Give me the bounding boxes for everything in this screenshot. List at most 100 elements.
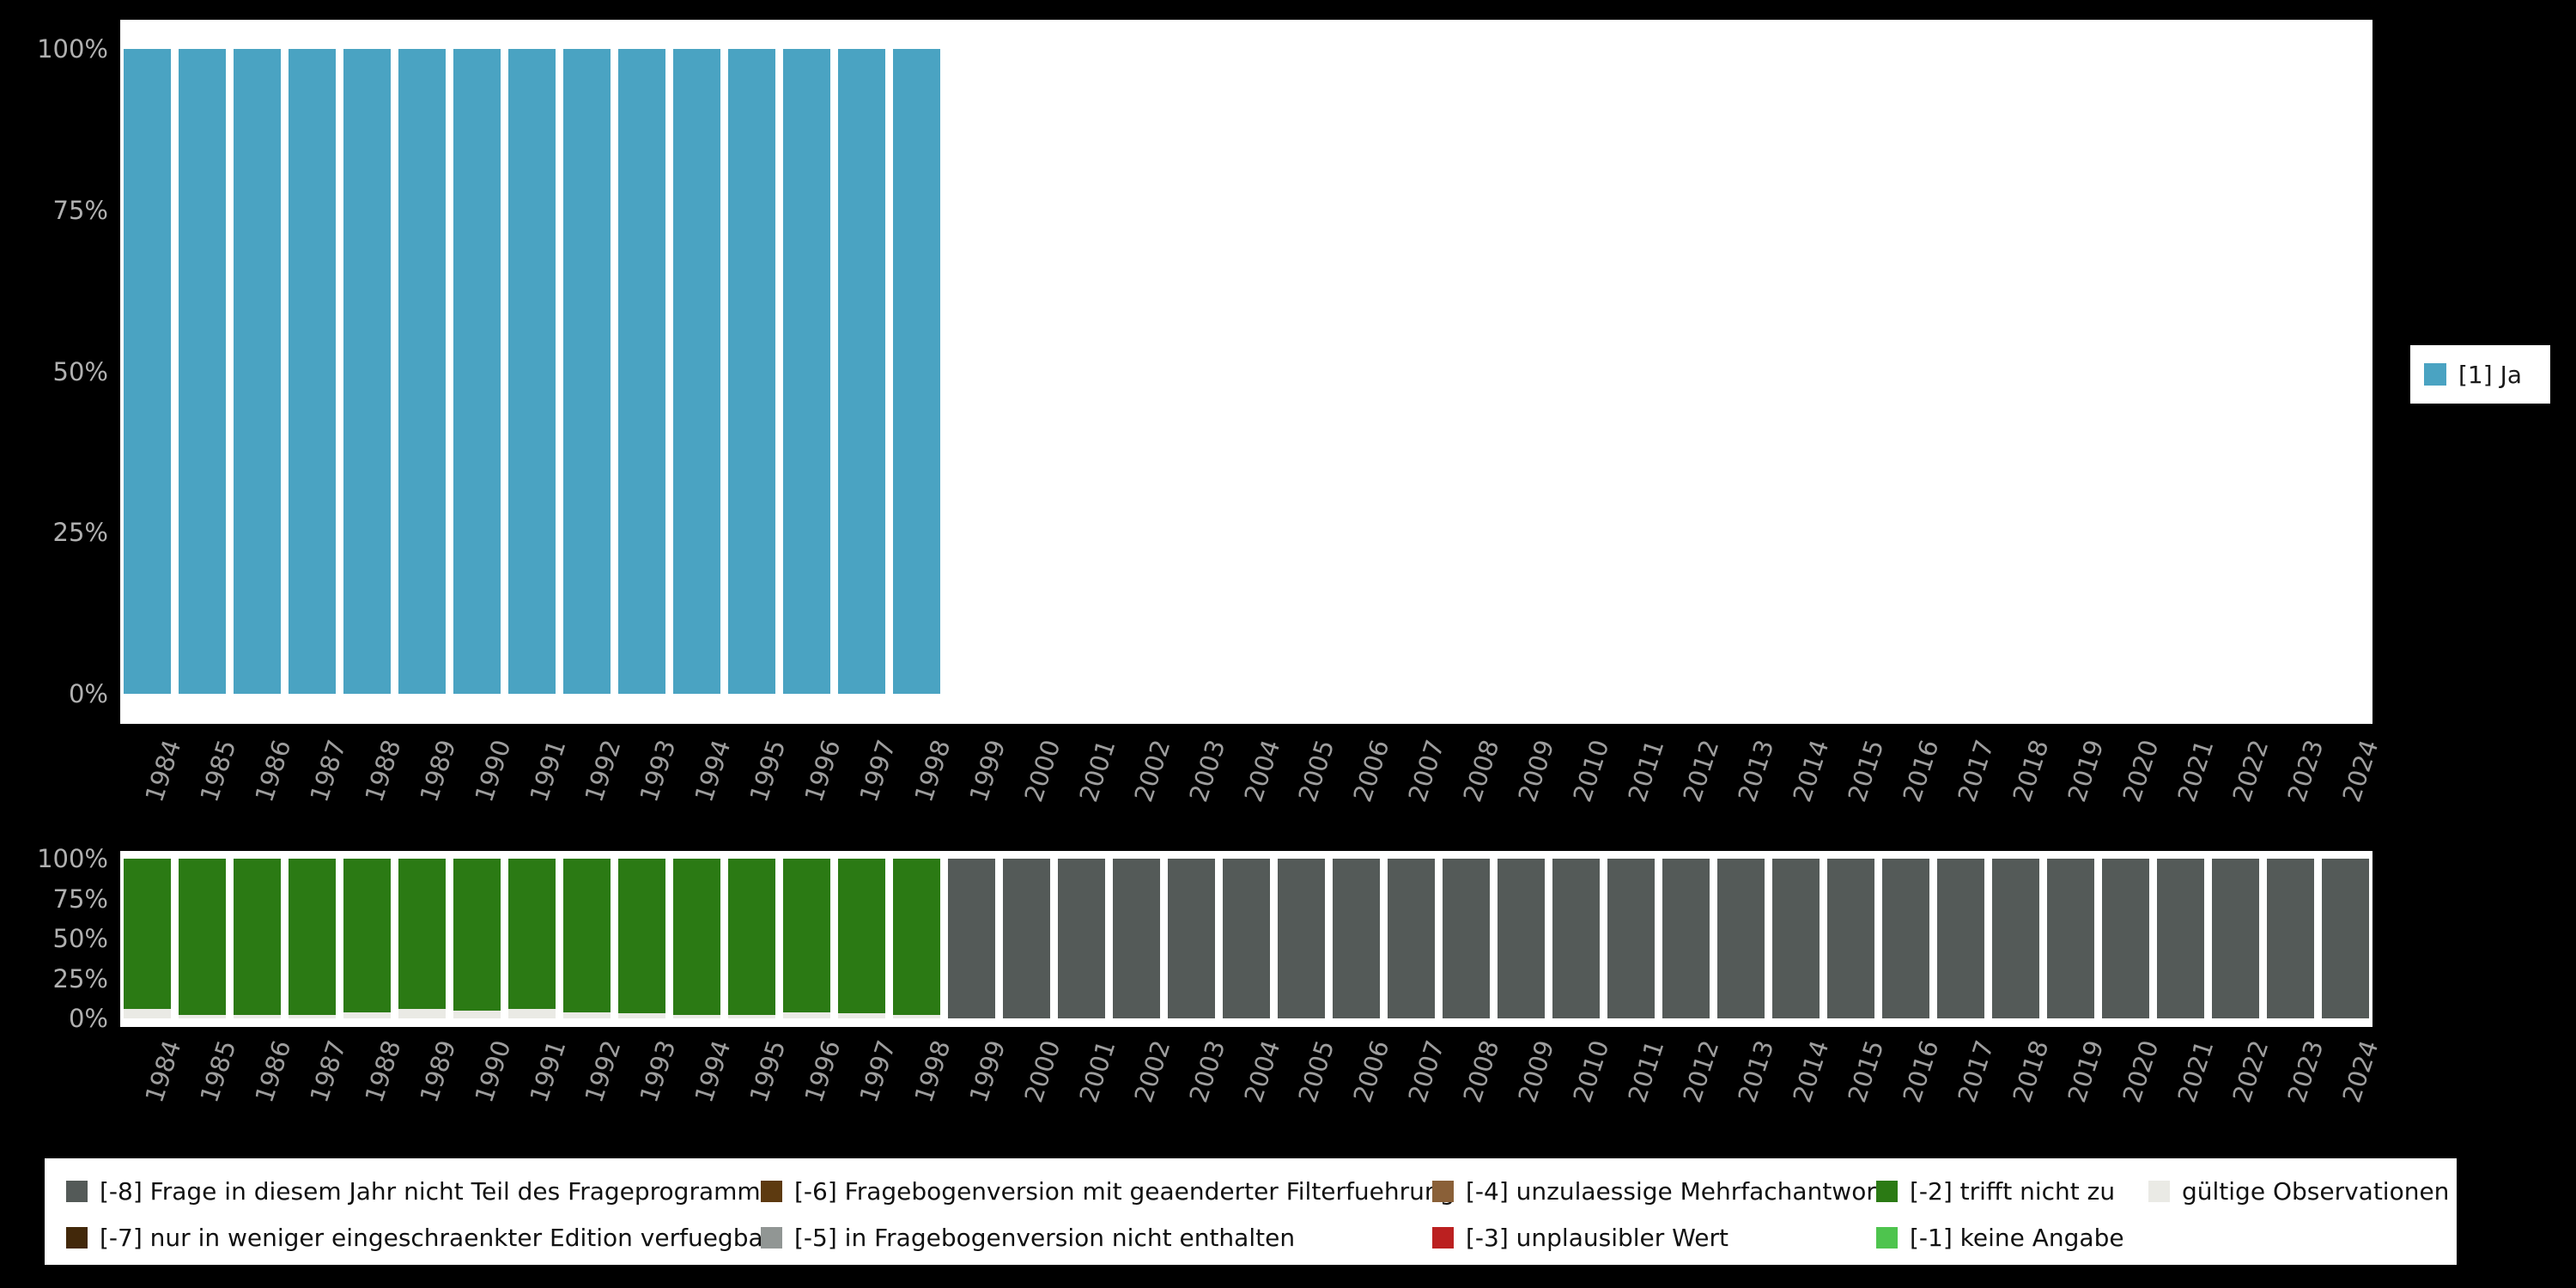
x-tick-label-2023: 2023 (2281, 736, 2330, 806)
y-tick-label: 50% (52, 924, 108, 953)
bar-segment-2012 (1662, 859, 1710, 1018)
top-chart-plot-area (120, 49, 2372, 694)
x-tick-label-2008: 2008 (1457, 736, 1505, 806)
x-tick-label-2012: 2012 (1677, 1036, 1725, 1107)
x-tick-label-2002: 2002 (1127, 1036, 1176, 1107)
bar-segment-1996 (783, 859, 831, 1012)
bar-segment-1996 (783, 49, 831, 694)
x-tick-label-2024: 2024 (2336, 1036, 2385, 1107)
bottom-chart-y-axis: 0% 25% 50% 75% 100% (0, 844, 108, 1033)
x-tick-label-2005: 2005 (1292, 736, 1340, 806)
x-tick-label-2016: 2016 (1897, 1036, 1945, 1107)
bar-segment-1991 (508, 1008, 556, 1018)
x-tick-label-2005: 2005 (1292, 1036, 1340, 1107)
x-tick-label-2018: 2018 (2007, 1036, 2055, 1107)
x-tick-label-2008: 2008 (1457, 1036, 1505, 1107)
x-tick-label-1987: 1987 (304, 1036, 352, 1107)
legend-swatch (66, 1227, 88, 1249)
x-tick-label-1996: 1996 (798, 1036, 847, 1107)
bar-segment-1984 (124, 1008, 172, 1018)
bar-segment-1999 (948, 859, 996, 1018)
legend-item-label: [-4] unzulaessige Mehrfachantwort (1466, 1177, 1886, 1206)
bar-segment-2022 (2211, 859, 2259, 1018)
legend-item-label: [-7] nur in weniger eingeschraenkter Edi… (100, 1224, 774, 1252)
bar-segment-2009 (1497, 859, 1545, 1018)
x-tick-label-2011: 2011 (1622, 736, 1670, 806)
missing-codes-legend: [-8] Frage in diesem Jahr nicht Teil des… (45, 1158, 2457, 1265)
top-chart-panel (120, 20, 2372, 724)
bar-segment-2021 (2156, 859, 2204, 1018)
legend-item: [-5] in Fragebogenversion nicht enthalte… (761, 1224, 1295, 1252)
x-tick-label-2004: 2004 (1237, 736, 1285, 806)
bar-segment-1990 (453, 1010, 501, 1018)
bar-segment-1991 (508, 859, 556, 1009)
bar-segment-1992 (563, 859, 611, 1012)
legend-item-label: [-1] keine Angabe (1910, 1224, 2124, 1252)
bar-segment-2010 (1552, 859, 1600, 1018)
legend-item-label: [-6] Fragebogenversion mit geaenderter F… (794, 1177, 1455, 1206)
legend-item-label: gültige Observationen (2182, 1177, 2450, 1206)
legend-item-label: [-8] Frage in diesem Jahr nicht Teil des… (100, 1177, 774, 1206)
legend-item: gültige Observationen (2148, 1177, 2449, 1206)
y-tick-label: 50% (52, 356, 108, 386)
bar-segment-1989 (398, 49, 447, 694)
x-tick-label-1986: 1986 (249, 1036, 297, 1107)
x-tick-label-2006: 2006 (1347, 1036, 1395, 1107)
bar-segment-1995 (728, 859, 776, 1016)
x-tick-label-1998: 1998 (908, 1036, 957, 1107)
bar-segment-1995 (728, 49, 776, 694)
bottom-chart-panel (120, 851, 2372, 1027)
x-tick-label-1986: 1986 (249, 736, 297, 806)
x-tick-label-2009: 2009 (1512, 1036, 1560, 1107)
bar-segment-1992 (563, 49, 611, 694)
x-tick-label-2003: 2003 (1182, 736, 1230, 806)
x-tick-label-2016: 2016 (1897, 736, 1945, 806)
top-chart-y-axis: 0% 25% 50% 75% 100% (0, 20, 108, 724)
legend-item-label: [-3] unplausibler Wert (1466, 1224, 1728, 1252)
bar-segment-2002 (1113, 859, 1161, 1018)
bar-segment-2001 (1058, 859, 1106, 1018)
x-tick-label-2015: 2015 (1842, 1036, 1890, 1107)
bar-segment-1990 (453, 859, 501, 1011)
bar-segment-2005 (1277, 859, 1325, 1018)
legend-item: [-3] unplausibler Wert (1432, 1224, 1728, 1252)
x-tick-label-2021: 2021 (2172, 736, 2220, 806)
x-tick-label-2007: 2007 (1402, 1036, 1450, 1107)
x-tick-label-2000: 2000 (1018, 736, 1066, 806)
x-tick-label-2023: 2023 (2281, 1036, 2330, 1107)
legend-label-ja: [1] Ja (2458, 360, 2522, 389)
x-tick-label-2002: 2002 (1127, 736, 1176, 806)
x-tick-label-2010: 2010 (1567, 736, 1615, 806)
x-tick-label-1997: 1997 (853, 1036, 902, 1107)
x-tick-label-2004: 2004 (1237, 1036, 1285, 1107)
bar-segment-1989 (398, 1008, 447, 1018)
bar-segment-1997 (838, 49, 886, 694)
x-tick-label-2022: 2022 (2227, 736, 2275, 806)
x-tick-label-2013: 2013 (1732, 736, 1780, 806)
x-tick-label-1990: 1990 (469, 1036, 517, 1107)
x-tick-label-2021: 2021 (2172, 1036, 2220, 1107)
top-chart-legend: [1] Ja (2410, 345, 2550, 404)
x-tick-label-2009: 2009 (1512, 736, 1560, 806)
x-tick-label-1993: 1993 (634, 1036, 682, 1107)
x-tick-label-1997: 1997 (853, 736, 902, 806)
legend-item: [-8] Frage in diesem Jahr nicht Teil des… (66, 1177, 773, 1206)
x-tick-label-2001: 2001 (1072, 1036, 1121, 1107)
bar-segment-1985 (179, 1015, 227, 1018)
x-tick-label-1992: 1992 (579, 1036, 627, 1107)
x-tick-label-1996: 1996 (798, 736, 847, 806)
x-tick-label-2020: 2020 (2117, 1036, 2165, 1107)
bar-segment-1984 (124, 49, 172, 694)
x-tick-label-2015: 2015 (1842, 736, 1890, 806)
bar-segment-1988 (343, 859, 392, 1012)
bar-segment-1985 (179, 859, 227, 1016)
legend-item: [-4] unzulaessige Mehrfachantwort (1432, 1177, 1886, 1206)
bar-segment-1988 (343, 49, 392, 694)
bar-segment-2008 (1442, 859, 1490, 1018)
x-tick-label-1999: 1999 (963, 736, 1012, 806)
bottom-chart-plot-area (120, 859, 2372, 1018)
y-tick-label: 0% (68, 679, 108, 708)
top-chart-x-axis: 1984 1985 1986 1987 1988 1989 1990 1991 1992 1993… (120, 735, 2384, 847)
bar-segment-2000 (1003, 859, 1051, 1018)
x-tick-label-1988: 1988 (359, 736, 407, 806)
